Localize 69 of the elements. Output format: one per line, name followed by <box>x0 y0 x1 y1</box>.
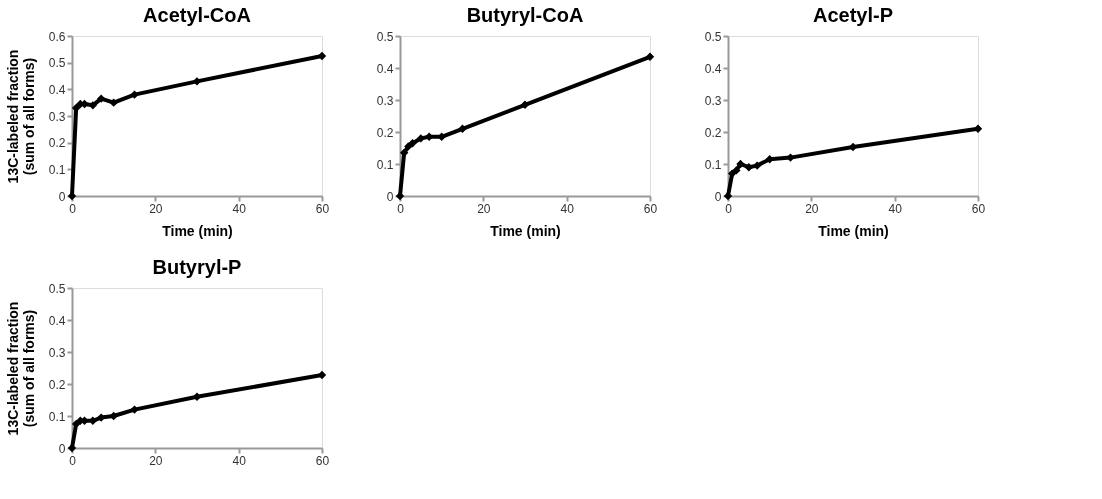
point <box>399 148 409 157</box>
x-tick-label: 20 <box>805 201 819 216</box>
x-axis-title: Time (min) <box>818 222 889 239</box>
chart-title: Butyryl-CoA <box>466 4 584 26</box>
y-tick-label: 0.1 <box>376 157 394 172</box>
x-axis-title: Time (min) <box>490 222 561 239</box>
x-tick-label: 40 <box>232 201 247 216</box>
y-tick-label: 0.4 <box>48 313 66 328</box>
point <box>130 90 139 99</box>
chart-title: Acetyl-CoA <box>143 4 251 26</box>
y-tick-label: 0.3 <box>48 345 66 360</box>
x-tick-label: 20 <box>149 453 163 468</box>
y-tick-label: 0.5 <box>704 29 722 44</box>
point <box>645 52 655 61</box>
y-tick-label: 0 <box>58 189 66 204</box>
y-axis-title: 13C-labeled fraction (sum of all forms) <box>4 301 37 436</box>
point <box>109 411 118 421</box>
y-tick-label: 0 <box>714 189 722 204</box>
x-tick-label: 0 <box>69 201 77 216</box>
x-tick-label: 60 <box>315 201 330 216</box>
point <box>458 124 467 133</box>
point <box>732 166 741 175</box>
y-tick-label: 0.2 <box>48 377 66 392</box>
y-tick-label: 0.2 <box>48 136 66 151</box>
y-tick-label: 0.4 <box>704 61 722 76</box>
y-tick-label: 0.5 <box>376 29 394 44</box>
point <box>192 77 202 86</box>
x-tick-label: 60 <box>643 201 658 216</box>
chart-title: Acetyl-P <box>812 4 894 26</box>
chart-title: Butyryl-P <box>152 256 242 278</box>
y-tick-label: 0.3 <box>376 93 394 108</box>
x-tick-label: 40 <box>560 201 575 216</box>
y-tick-label: 0 <box>386 189 394 204</box>
point <box>752 161 762 170</box>
y-tick-label: 0.3 <box>48 109 66 124</box>
y-axis-title: 13C-labeled fraction (sum of all forms) <box>4 49 37 184</box>
y-tick-label: 0.2 <box>704 125 722 140</box>
x-tick-label: 60 <box>315 453 330 468</box>
y-tick-label: 0.3 <box>704 93 722 108</box>
y-tick-label: 0.5 <box>48 281 66 296</box>
point <box>71 419 81 429</box>
point <box>109 98 118 107</box>
y-tick-label: 0 <box>58 441 66 456</box>
y-tick-label: 0.6 <box>48 29 66 44</box>
x-tick-label: 0 <box>397 201 405 216</box>
x-tick-label: 60 <box>971 201 986 216</box>
y-tick-label: 0.5 <box>48 56 66 71</box>
y-tick-label: 0.1 <box>704 157 722 172</box>
x-tick-label: 20 <box>477 201 491 216</box>
x-tick-label: 20 <box>149 201 163 216</box>
y-tick-label: 0.1 <box>48 162 66 177</box>
x-tick-label: 0 <box>69 453 77 468</box>
point <box>736 159 745 169</box>
x-tick-label: 40 <box>232 453 247 468</box>
x-tick-label: 40 <box>888 201 903 216</box>
y-tick-label: 0.4 <box>48 82 66 97</box>
x-tick-label: 0 <box>725 201 733 216</box>
point <box>416 134 426 143</box>
point <box>130 405 139 414</box>
point <box>404 142 413 151</box>
point <box>973 124 983 133</box>
y-tick-label: 0.1 <box>48 409 66 424</box>
point <box>408 139 417 148</box>
y-tick-label: 0.4 <box>376 61 394 76</box>
point <box>88 101 98 110</box>
point <box>96 94 106 103</box>
y-tick-label: 0.2 <box>376 125 394 140</box>
x-axis-title: Time (min) <box>162 222 233 239</box>
point <box>520 100 530 109</box>
